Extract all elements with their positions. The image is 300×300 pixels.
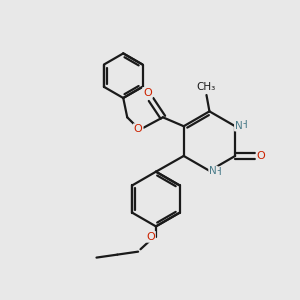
Text: H: H	[214, 167, 222, 177]
Text: N: N	[209, 167, 217, 176]
Text: CH₃: CH₃	[197, 82, 216, 92]
Text: O: O	[146, 232, 155, 242]
Text: O: O	[257, 151, 266, 161]
Text: O: O	[143, 88, 152, 98]
Text: O: O	[134, 124, 142, 134]
Text: H: H	[240, 120, 248, 130]
Text: N: N	[235, 121, 243, 130]
